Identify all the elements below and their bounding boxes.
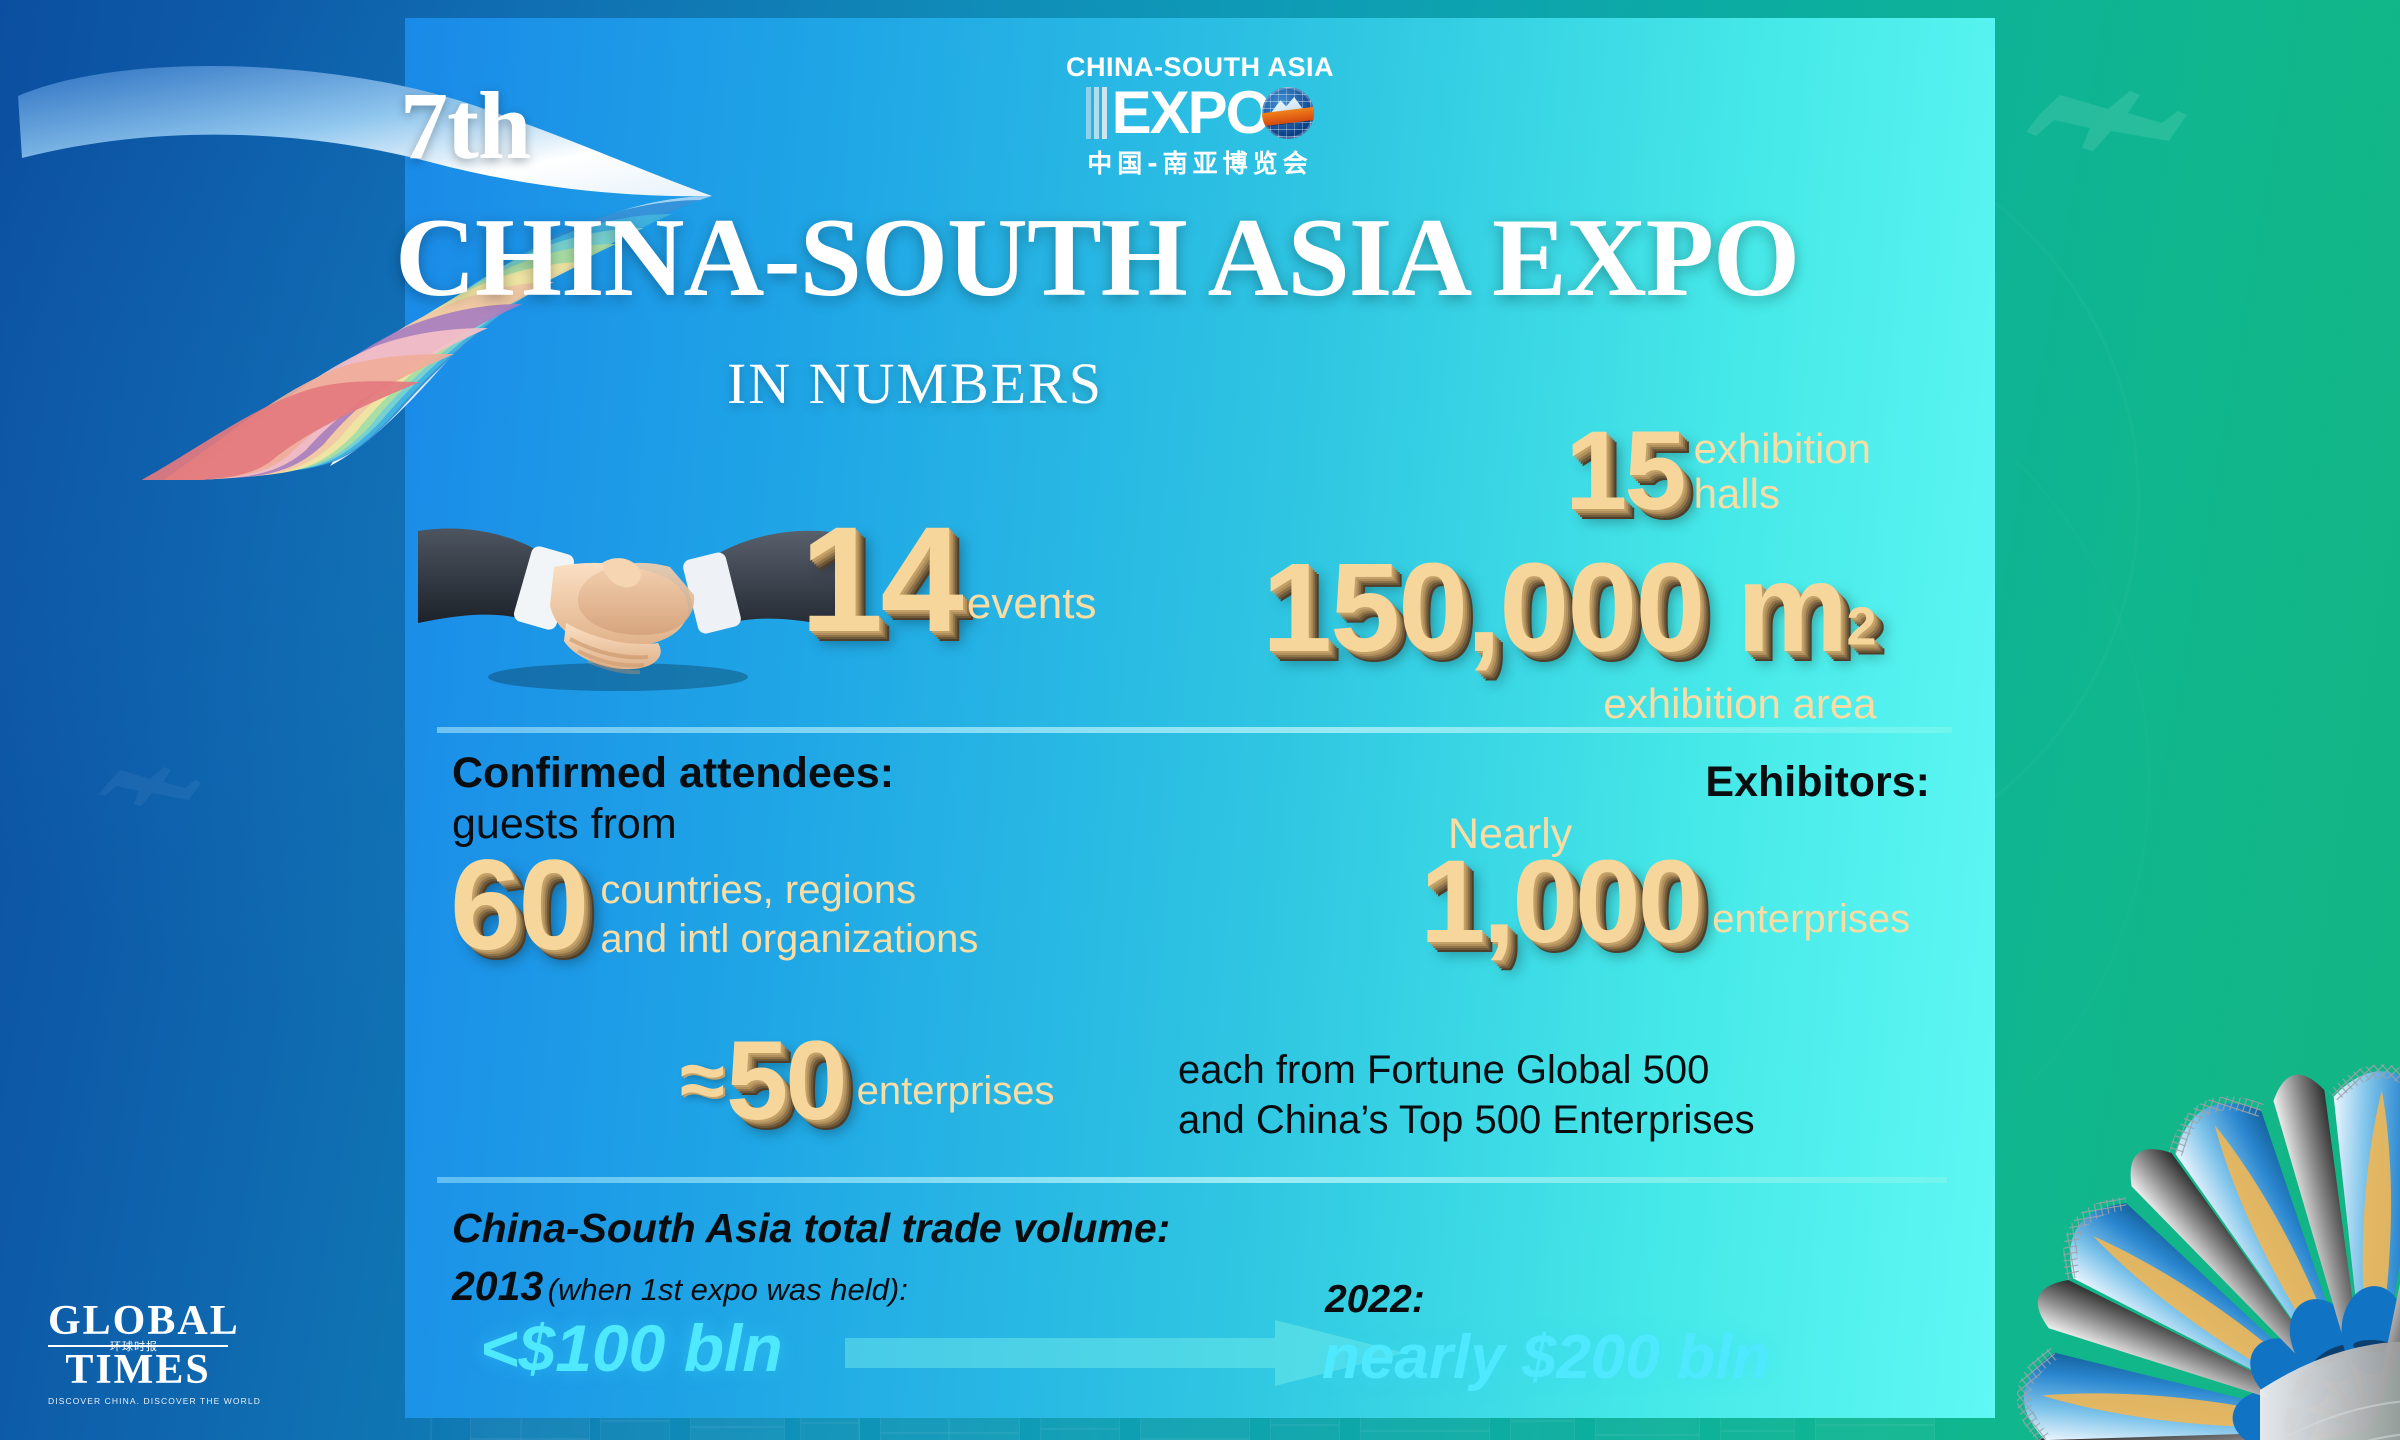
- stat-halls-label-line2: halls: [1693, 470, 1780, 518]
- stat-halls: 15 exhibition halls: [1565, 408, 1871, 533]
- right-arrow-icon: [845, 1320, 1405, 1386]
- stat-events-number: 14: [800, 495, 964, 663]
- stat-attendees-label: countries, regions and intl organization…: [600, 866, 978, 964]
- stat-exhibitors-label: enterprises: [1712, 897, 1911, 942]
- global-times-logo: GLOBAL TIMES 环球时报 DISCOVER CHINA. DISCOV…: [48, 1298, 261, 1406]
- trade-title: China-South Asia total trade volume:: [452, 1205, 1171, 1251]
- gt-rule: [48, 1345, 228, 1347]
- stat-attendees-number: 60: [450, 834, 589, 977]
- divider-lower: [437, 1177, 1947, 1183]
- fortune-detail-line2: and China’s Top 500 Enterprises: [1178, 1098, 1755, 1142]
- handshake-icon: [418, 505, 838, 695]
- attendees-heading-line1: Confirmed attendees:: [452, 749, 895, 797]
- stat-fortune-detail: each from Fortune Global 500 and China’s…: [1178, 1045, 1755, 1145]
- stat-halls-number: 15: [1565, 408, 1687, 533]
- gt-chinese: 环球时报: [110, 1340, 158, 1353]
- gt-tagline: DISCOVER CHINA. DISCOVER THE WORLD: [48, 1396, 261, 1406]
- trade-2022-year: 2022:: [1325, 1278, 1425, 1321]
- stat-exhibitors: 1,000 enterprises: [1420, 836, 1911, 968]
- stat-events-label: events: [966, 578, 1097, 628]
- stat-attendees: 60 countries, regions and intl organizat…: [450, 834, 978, 977]
- stat-exhibitors-heading: Exhibitors:: [1705, 758, 1930, 806]
- expo-logo-chinese: 中国-南亚博览会: [1087, 149, 1313, 179]
- divider-upper: [437, 727, 1952, 733]
- stat-attendees-heading: Confirmed attendees: guests from: [452, 748, 894, 849]
- trade-2013-year: 2013: [452, 1263, 544, 1309]
- fortune-detail-line1: each from Fortune Global 500: [1178, 1048, 1710, 1092]
- stat-exhibitors-qualifier: Nearly: [1448, 810, 1573, 858]
- expo-logo-topline: CHINA-SOUTH ASIA: [1066, 52, 1334, 82]
- trade-2022-value: nearly $200 bln: [1322, 1323, 1771, 1392]
- edition-number: 7th: [400, 72, 531, 179]
- stat-halls-label-line1: exhibition: [1693, 425, 1872, 472]
- attendees-heading-line2: guests from: [452, 799, 677, 848]
- stat-fortune-approx: ≈: [680, 1035, 725, 1127]
- gt-line2: TIMES: [65, 1347, 211, 1393]
- expo-logo-bars-icon: [1085, 86, 1107, 139]
- stat-area-label: exhibition area: [1603, 680, 1877, 727]
- stat-area-superscript: 2: [1846, 596, 1877, 657]
- expo-logo: CHINA-SOUTH ASIA EXPO 中国-南亚博览会: [1060, 52, 1340, 192]
- stat-area-number: 150,000 m: [1262, 537, 1848, 678]
- page-subtitle: IN NUMBERS: [726, 351, 1104, 416]
- stat-fortune-label: enterprises: [856, 1068, 1055, 1113]
- attendees-label-line2: and intl organizations: [600, 916, 979, 961]
- expo-logo-wordmark: EXPO: [1111, 79, 1273, 146]
- attendees-label-line1: countries, regions: [600, 868, 917, 912]
- stat-fortune-number: 50: [726, 1018, 848, 1143]
- stat-fortune: ≈ 50 enterprises: [680, 1018, 1055, 1143]
- expo-globe-icon: [1262, 86, 1315, 139]
- stat-exhibitors-number: 1,000: [1420, 836, 1703, 968]
- stat-halls-label: exhibition halls: [1694, 426, 1871, 517]
- trade-2013-note: (when 1st expo was held):: [547, 1272, 908, 1307]
- trade-2013-row: 2013 (when 1st expo was held):: [452, 1263, 908, 1310]
- stat-exhibition-area: 150,000 m2 exhibition area: [1262, 545, 1877, 728]
- page-title: CHINA-SOUTH ASIA EXPO: [395, 196, 1800, 320]
- peacock-fan-building-photo: [1900, 870, 2400, 1440]
- gt-line1: GLOBAL: [48, 1298, 240, 1344]
- stat-events: 14 events: [800, 495, 1097, 663]
- trade-2013-value: <$100 bln: [480, 1311, 783, 1385]
- rainbow-seven-swoosh-logo: [0, 0, 760, 480]
